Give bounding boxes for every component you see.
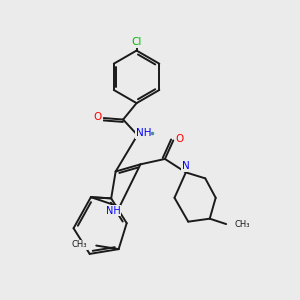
Text: CH₃: CH₃ bbox=[235, 220, 250, 229]
Text: O: O bbox=[176, 134, 184, 144]
Text: CH₃: CH₃ bbox=[72, 241, 87, 250]
Text: NH: NH bbox=[106, 206, 120, 216]
Text: N: N bbox=[182, 161, 190, 171]
Text: O: O bbox=[94, 112, 102, 122]
Text: NH: NH bbox=[136, 128, 152, 138]
Text: Cl: Cl bbox=[131, 37, 142, 47]
